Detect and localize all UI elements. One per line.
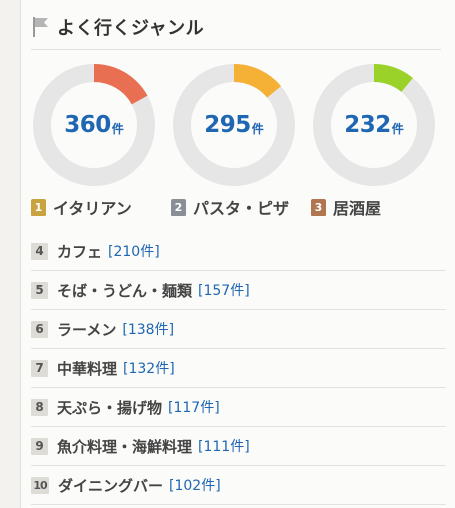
donut-count: 360 件 [31, 62, 157, 188]
count-number: 295 [204, 112, 251, 138]
top3-labels: 1 イタリアン 2 パスタ・ピザ 3 居酒屋 [31, 195, 446, 219]
genre-name: ラーメン [57, 320, 117, 339]
donut-chart [313, 64, 435, 186]
count-number: 360 [64, 112, 111, 138]
flag-icon [33, 17, 48, 37]
rank-badge: 4 [31, 242, 48, 260]
divider [31, 49, 441, 50]
gold-medal-icon: 1 [31, 198, 46, 216]
genre-count: [102件] [169, 478, 221, 494]
genre-name: 中華料理 [57, 359, 118, 378]
genre-name: カフェ [57, 242, 103, 261]
donut-arc [173, 64, 295, 186]
list-item[interactable]: 10 ダイニングバー [102件] [31, 466, 446, 505]
list-item[interactable]: 8 天ぷら・揚げ物 [117件] [31, 388, 446, 427]
top-genre-1[interactable]: 1 イタリアン [31, 195, 132, 219]
top-genre-label: 居酒屋 [333, 199, 382, 218]
rank-badge: 5 [31, 281, 48, 299]
rank-badge: 9 [31, 437, 48, 455]
rank-badge: 8 [31, 398, 48, 416]
list-item[interactable]: 7 中華料理 [132件] [31, 349, 446, 388]
count-unit: 件 [251, 121, 264, 136]
genre-count: [210件] [108, 244, 160, 260]
top-genre-label: パスタ・ピザ [193, 199, 290, 218]
donut-rank-3: 232 件 [311, 62, 437, 188]
genre-name: 天ぷら・揚げ物 [57, 398, 163, 417]
genre-count: [138件] [122, 322, 175, 338]
list-item[interactable]: 6 ラーメン [138件] [31, 310, 446, 349]
list-item[interactable]: 9 魚介料理・海鮮料理 [111件] [31, 427, 446, 466]
rank-badge: 10 [31, 476, 49, 494]
genre-list: 4 カフェ [210件] 5 そば・うどん・麺類 [157件] 6 ラーメン [… [31, 232, 446, 505]
genre-panel: よく行くジャンル 360 件 295 件 232 件 1 イタリアン [20, 0, 455, 508]
top-genre-3[interactable]: 3 居酒屋 [311, 195, 381, 219]
list-item[interactable]: 5 そば・うどん・麺類 [157件] [31, 271, 446, 310]
count-number: 232 [344, 112, 391, 138]
genre-count: [111件] [198, 439, 250, 455]
genre-count: [117件] [168, 400, 220, 416]
donut-count: 295 件 [171, 62, 297, 188]
donut-rank-2: 295 件 [171, 62, 297, 188]
genre-name: そば・うどん・麺類 [57, 281, 193, 300]
donut-chart [173, 64, 295, 186]
donut-arc [33, 64, 155, 186]
list-item[interactable]: 4 カフェ [210件] [31, 232, 446, 271]
rank-badge: 7 [31, 359, 48, 377]
genre-name: 魚介料理・海鮮料理 [57, 437, 193, 456]
silver-medal-icon: 2 [171, 198, 186, 216]
count-unit: 件 [111, 121, 124, 136]
donut-chart [33, 64, 155, 186]
bronze-medal-icon: 3 [311, 198, 326, 216]
genre-count: [132件] [123, 361, 175, 377]
section-title: よく行くジャンル [57, 18, 205, 39]
count-unit: 件 [391, 121, 404, 136]
rank-badge: 6 [31, 320, 48, 338]
donut-count: 232 件 [311, 62, 437, 188]
genre-count: [157件] [198, 283, 250, 299]
top-genre-2[interactable]: 2 パスタ・ピザ [171, 195, 289, 219]
donut-rank-1: 360 件 [31, 62, 157, 188]
genre-name: ダイニングバー [58, 476, 164, 495]
donut-arc [313, 64, 435, 186]
section-header: よく行くジャンル [31, 10, 446, 44]
top-genre-label: イタリアン [53, 199, 132, 218]
